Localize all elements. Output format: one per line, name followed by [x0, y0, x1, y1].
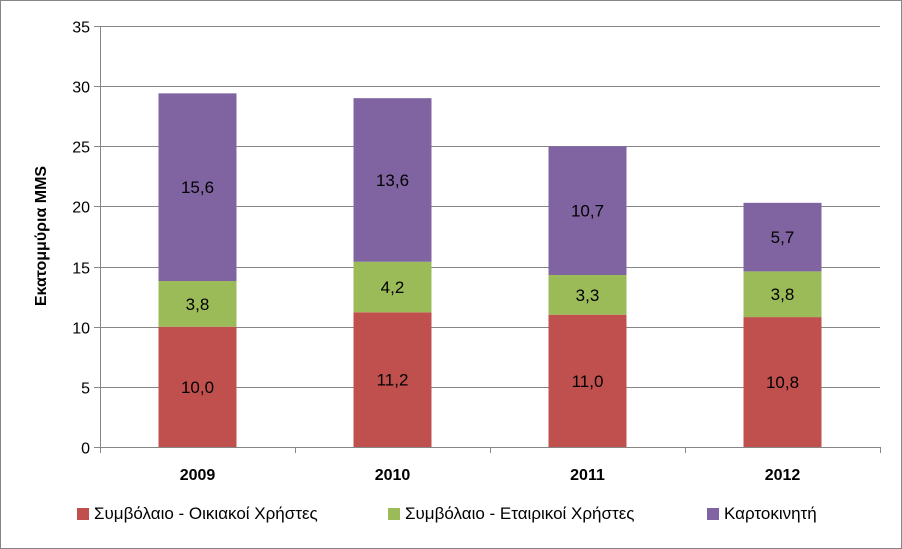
x-category-label: 2012 — [765, 467, 801, 484]
data-label: 11,0 — [572, 372, 604, 391]
y-tick-label: 25 — [72, 140, 90, 157]
y-axis-title: Εκατομμύρια MMS — [33, 166, 50, 307]
x-category-label: 2011 — [570, 467, 605, 484]
y-tick-label: 20 — [72, 200, 90, 217]
bars — [158, 93, 822, 447]
bar-segment — [158, 93, 237, 282]
legend-swatch — [388, 508, 400, 520]
bar-segment — [548, 274, 627, 315]
bar-segment — [353, 98, 432, 262]
bar-segment — [158, 281, 237, 327]
bar-segment — [743, 202, 822, 272]
data-label: 4,2 — [381, 278, 405, 297]
y-tick-label: 5 — [81, 381, 90, 398]
bar-segment — [158, 326, 237, 447]
bar-segment — [548, 314, 627, 447]
data-label: 3,3 — [576, 286, 600, 305]
bar-segment — [743, 317, 822, 447]
data-label: 10,8 — [766, 373, 799, 392]
y-tick-label: 10 — [72, 321, 90, 338]
data-label: 10,7 — [571, 202, 604, 221]
legend-swatch — [707, 508, 719, 520]
legend-label: Συμβόλαιο - Εταιρικοί Χρήστες — [405, 504, 634, 523]
data-label: 10,0 — [181, 378, 214, 397]
bar-segment — [353, 312, 432, 447]
data-label: 3,8 — [186, 295, 210, 314]
y-tick-label: 0 — [81, 441, 90, 458]
x-category-label: 2010 — [375, 467, 411, 484]
data-label: 3,8 — [771, 285, 795, 304]
x-category-label: 2009 — [180, 467, 216, 484]
legend-label: Συμβόλαιο - Οικιακοί Χρήστες — [94, 504, 318, 523]
y-tick-label: 15 — [72, 261, 90, 278]
y-tick-label: 35 — [72, 20, 90, 37]
bar-segment — [353, 261, 432, 313]
bar-segment — [548, 146, 627, 275]
y-tick-label: 30 — [72, 80, 90, 97]
legend-label: Καρτοκινητή — [724, 504, 817, 523]
axes: 0 5 10 15 20 25 30 35 2009 2010 2011 2012 — [72, 20, 881, 484]
legend-swatch — [77, 508, 89, 520]
data-label: 15,6 — [181, 178, 214, 197]
legend: Συμβόλαιο - Οικιακοί Χρήστες Συμβόλαιο - … — [77, 504, 817, 523]
data-label: 5,7 — [771, 228, 795, 247]
data-label: 13,6 — [376, 171, 409, 190]
data-label: 11,2 — [377, 371, 409, 390]
data-labels: 10,0 3,8 15,6 11,2 4,2 13,6 11,0 3,3 10,7 10,8 3,8… — [181, 171, 799, 397]
bar-segment — [743, 271, 822, 318]
